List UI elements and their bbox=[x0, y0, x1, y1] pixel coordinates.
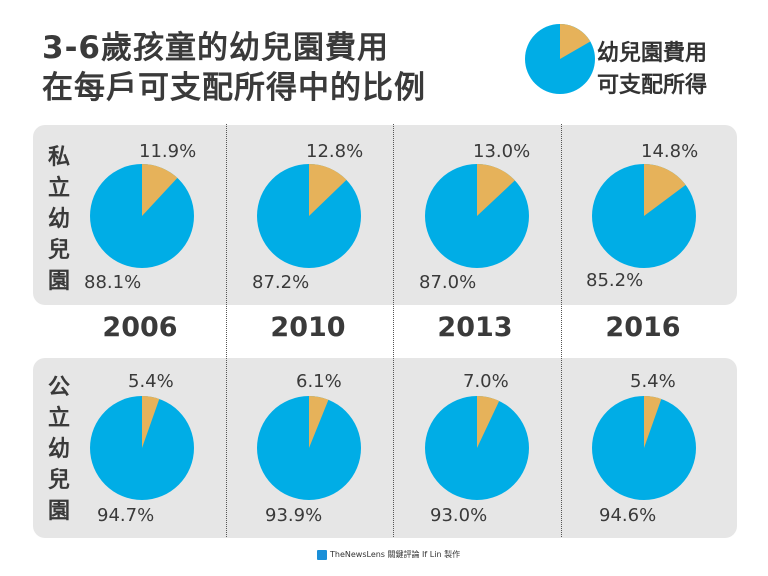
chart-title-line-1: 3-6歲孩童的幼兒園費用 bbox=[42, 30, 390, 66]
income-pct-label: 93.9% bbox=[265, 505, 323, 526]
legend-pie-icon bbox=[525, 24, 595, 94]
pie-public-2013 bbox=[425, 396, 529, 500]
fee-slice bbox=[142, 396, 160, 448]
fee-pct-label: 12.8% bbox=[306, 141, 364, 162]
pie-private-2016 bbox=[592, 164, 696, 268]
year-label: 2010 bbox=[270, 312, 346, 343]
row-label-char: 立 bbox=[47, 176, 70, 201]
income-pct-label: 94.6% bbox=[599, 505, 657, 526]
fee-slice bbox=[644, 396, 662, 448]
row-label-char: 幼 bbox=[47, 437, 70, 462]
fee-pct-label: 5.4% bbox=[128, 371, 174, 392]
footer-credit-text: TheNewsLens 關鍵評論 If Lin 製作 bbox=[330, 550, 461, 559]
income-pct-label: 87.0% bbox=[419, 272, 477, 293]
year-label: 2016 bbox=[605, 312, 681, 343]
fee-slice bbox=[477, 396, 500, 448]
pie-private-2006 bbox=[90, 164, 194, 268]
fee-pct-label: 11.9% bbox=[139, 141, 197, 162]
income-pct-label: 94.7% bbox=[97, 505, 155, 526]
pie-public-2016 bbox=[592, 396, 696, 500]
column-divider bbox=[393, 124, 394, 537]
row-label-char: 立 bbox=[47, 406, 70, 431]
fee-pct-label: 14.8% bbox=[641, 141, 699, 162]
pie-private-2010 bbox=[257, 164, 361, 268]
column-divider bbox=[561, 124, 562, 537]
year-label: 2013 bbox=[437, 312, 513, 343]
row-label-public: 公 立 幼 兒 園 bbox=[44, 372, 74, 527]
fee-slice bbox=[309, 164, 347, 216]
legend-fee-label: 幼兒園費用 bbox=[597, 41, 708, 66]
row-label-char: 園 bbox=[47, 499, 70, 524]
row-label-char: 公 bbox=[47, 375, 70, 400]
fee-slice bbox=[644, 164, 686, 216]
year-label: 2006 bbox=[102, 312, 178, 343]
row-label-char: 私 bbox=[47, 145, 70, 170]
chart-title-line-2: 在每戶可支配所得中的比例 bbox=[42, 70, 426, 106]
row-label-char: 兒 bbox=[47, 468, 70, 493]
thenewslens-logo-icon bbox=[317, 549, 327, 560]
row-label-char: 兒 bbox=[47, 238, 70, 263]
row-label-char: 園 bbox=[47, 269, 70, 294]
fee-pct-label: 5.4% bbox=[630, 371, 676, 392]
fee-pct-label: 6.1% bbox=[296, 371, 342, 392]
income-pct-label: 88.1% bbox=[84, 272, 142, 293]
column-divider bbox=[226, 124, 227, 537]
income-pct-label: 85.2% bbox=[586, 270, 644, 291]
legend-income-label: 可支配所得 bbox=[597, 73, 708, 98]
income-pct-label: 93.0% bbox=[430, 505, 488, 526]
pie-private-2013 bbox=[425, 164, 529, 268]
legend-fee-slice bbox=[560, 24, 591, 59]
row-label-char: 幼 bbox=[47, 207, 70, 232]
fee-pct-label: 7.0% bbox=[463, 371, 509, 392]
pie-public-2006 bbox=[90, 396, 194, 500]
row-label-private: 私 立 幼 兒 園 bbox=[44, 142, 74, 297]
fee-slice bbox=[477, 164, 515, 216]
income-pct-label: 87.2% bbox=[252, 272, 310, 293]
fee-slice bbox=[309, 396, 329, 448]
fee-slice bbox=[142, 164, 178, 216]
pie-public-2010 bbox=[257, 396, 361, 500]
footer-credit: TheNewsLens 關鍵評論 If Lin 製作 bbox=[317, 549, 460, 560]
fee-pct-label: 13.0% bbox=[473, 141, 531, 162]
